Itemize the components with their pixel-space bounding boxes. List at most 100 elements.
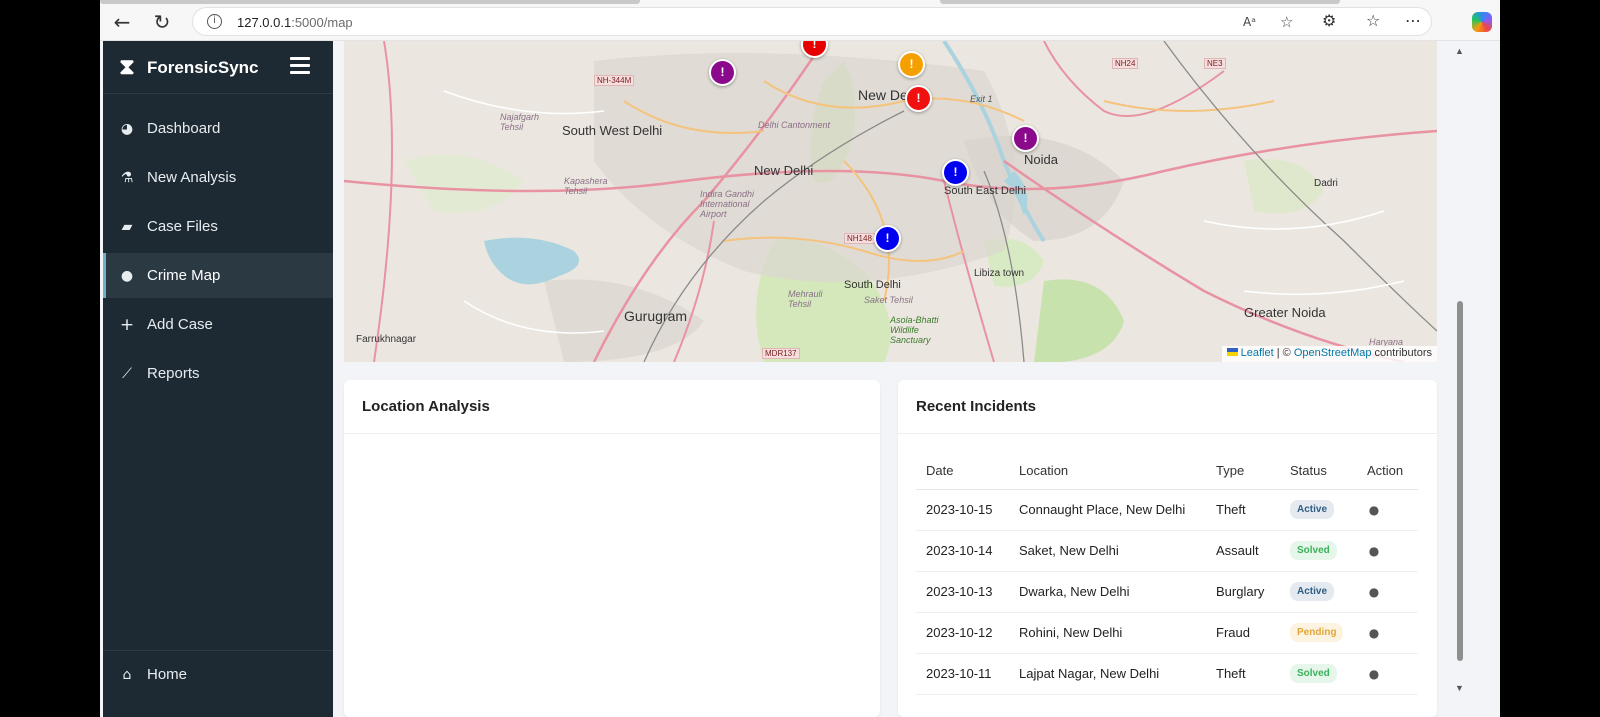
incident-status-cell: Active [1280, 489, 1357, 531]
incident-marker[interactable]: ! [709, 59, 736, 86]
map-label: Haryana [1369, 337, 1404, 347]
scroll-down-arrow-icon[interactable]: ▼ [1455, 683, 1464, 693]
card-divider [898, 433, 1437, 434]
sidebar-item-case-files[interactable]: ▰ Case Files [103, 204, 333, 249]
incident-action-cell: ● [1357, 530, 1418, 572]
incident-marker[interactable]: ! [898, 51, 925, 78]
sidebar-divider [103, 650, 333, 651]
url-host: 127.0.0.1 [237, 15, 292, 30]
map-label: Indira Gandhi International Airport [700, 189, 755, 219]
status-badge: Active [1290, 500, 1335, 519]
incident-location: Dwarka, New Delhi [1009, 571, 1206, 613]
url-text[interactable]: 127.0.0.1:5000/map [237, 15, 353, 30]
sidebar-item-label: New Analysis [147, 169, 237, 186]
map-label: Dadri [1314, 178, 1338, 189]
card-title: Location Analysis [362, 398, 490, 415]
crime-map[interactable]: South West Delhi New Del New Delhi Noida… [344, 41, 1437, 362]
incident-date: 2023-10-14 [916, 530, 1009, 572]
incident-status-cell: Active [1280, 571, 1357, 613]
sidebar-item-add-case[interactable]: + Add Case [103, 302, 333, 347]
card-title: Recent Incidents [916, 398, 1037, 415]
incident-type: Theft [1206, 489, 1280, 531]
address-bar[interactable]: i 127.0.0.1:5000/map Aᵃ ☆ [192, 7, 1432, 36]
incident-marker[interactable]: ! [874, 225, 901, 252]
incident-date: 2023-10-13 [916, 571, 1009, 613]
attribution-separator: | © [1273, 347, 1294, 359]
map-label: Libiza town [974, 268, 1025, 279]
status-badge: Pending [1290, 623, 1344, 642]
incident-location: Lajpat Nagar, New Delhi [1009, 653, 1206, 695]
incident-marker[interactable]: ! [801, 41, 828, 58]
hourglass-logo-icon: ⧗ [119, 55, 135, 80]
sidebar: ⧗ ForensicSync ◕ Dashboard ⚗ New Analysi… [103, 41, 333, 717]
map-label: Farrukhnagar [356, 334, 417, 345]
sidebar-item-label: Case Files [147, 218, 218, 235]
openstreetmap-link[interactable]: OpenStreetMap [1293, 347, 1372, 359]
home-icon: ⌂ [122, 666, 132, 683]
incident-action-cell: ● [1357, 571, 1418, 613]
tab-strip-edge [100, 0, 640, 4]
ukraine-flag-icon [1226, 348, 1238, 356]
sidebar-item-crime-map[interactable]: ● Crime Map [103, 253, 333, 298]
locate-on-map-icon[interactable]: ● [1368, 626, 1380, 640]
map-label: New Del [858, 87, 911, 103]
back-icon[interactable]: ← [113, 10, 131, 34]
road-shield: NH148 [844, 233, 875, 244]
sidebar-item-label: Add Case [147, 316, 213, 333]
favorite-star-icon[interactable]: ☆ [1280, 13, 1294, 31]
sidebar-item-label: Reports [147, 365, 200, 382]
leaflet-link[interactable]: Leaflet [1240, 347, 1274, 359]
sidebar-item-label: Home [147, 666, 188, 683]
copilot-icon[interactable] [1472, 12, 1492, 32]
map-label: Najafgarh Tehsil [500, 112, 540, 132]
scroll-up-arrow-icon[interactable]: ▲ [1455, 46, 1464, 56]
dashboard-icon: ◕ [120, 120, 134, 137]
column-header: Status [1280, 453, 1357, 490]
locate-on-map-icon[interactable]: ● [1368, 667, 1380, 681]
column-header: Date [916, 453, 1009, 490]
reload-icon[interactable]: ↻ [153, 10, 171, 34]
brand-name: ForensicSync [147, 58, 259, 77]
road-shield: NH24 [1112, 58, 1139, 69]
sidebar-item-reports[interactable]: ⟋ Reports [103, 351, 333, 396]
folder-icon: ▰ [121, 218, 133, 235]
read-aloud-icon[interactable]: Aᵃ [1243, 15, 1256, 29]
map-label: Noida [1024, 152, 1058, 167]
locate-on-map-icon[interactable]: ● [1368, 503, 1380, 517]
map-label: Gurugram [624, 308, 688, 324]
map-label: Kapashera Tehsil [564, 176, 608, 196]
map-label: Delhi Cantonment [758, 120, 831, 130]
recent-incidents-card: Recent Incidents Date Location Type Stat… [898, 380, 1437, 717]
incident-marker[interactable]: ! [942, 159, 969, 186]
road-shield: MDR137 [762, 348, 800, 359]
status-badge: Active [1290, 582, 1335, 601]
sidebar-item-new-analysis[interactable]: ⚗ New Analysis [103, 155, 333, 200]
table-row: 2023-10-11 Lajpat Nagar, New Delhi Theft… [916, 653, 1418, 695]
locate-on-map-icon[interactable]: ● [1368, 544, 1380, 558]
map-label: Mehrauli Tehsil [788, 289, 823, 309]
tab-strip-edge [940, 0, 1340, 4]
map-label: Greater Noida [1244, 305, 1326, 320]
scrollbar-thumb[interactable] [1457, 301, 1463, 661]
brand[interactable]: ⧗ ForensicSync [115, 55, 259, 81]
menu-toggle-icon[interactable] [290, 57, 310, 75]
more-icon[interactable]: ⋯ [1405, 11, 1421, 30]
extensions-icon[interactable]: ⚙ [1322, 11, 1337, 30]
incident-marker[interactable]: ! [905, 85, 932, 112]
incident-date: 2023-10-12 [916, 612, 1009, 654]
incident-marker[interactable]: ! [1012, 125, 1039, 152]
browser-window: ← ↻ i 127.0.0.1:5000/map Aᵃ ☆ ⚙ ☆ ⋯ ⧗ Fo… [100, 0, 1500, 717]
sidebar-item-home[interactable]: ⌂ Home [103, 652, 333, 697]
sidebar-item-dashboard[interactable]: ◕ Dashboard [103, 106, 333, 151]
road-shield: NH-344M [594, 75, 635, 86]
table-row: 2023-10-12 Rohini, New Delhi Fraud Pendi… [916, 612, 1418, 654]
table-row: 2023-10-13 Dwarka, New Delhi Burglary Ac… [916, 571, 1418, 613]
locate-on-map-icon[interactable]: ● [1368, 585, 1380, 599]
incident-type: Fraud [1206, 612, 1280, 654]
site-info-icon[interactable]: i [207, 14, 222, 29]
map-label: South Delhi [844, 279, 901, 291]
favorites-icon[interactable]: ☆ [1366, 11, 1381, 30]
sidebar-item-label: Dashboard [147, 120, 221, 137]
incidents-table: Date Location Type Status Action 2023-10… [916, 453, 1418, 695]
page-scrollbar[interactable]: ▲ ▼ [1452, 41, 1466, 717]
